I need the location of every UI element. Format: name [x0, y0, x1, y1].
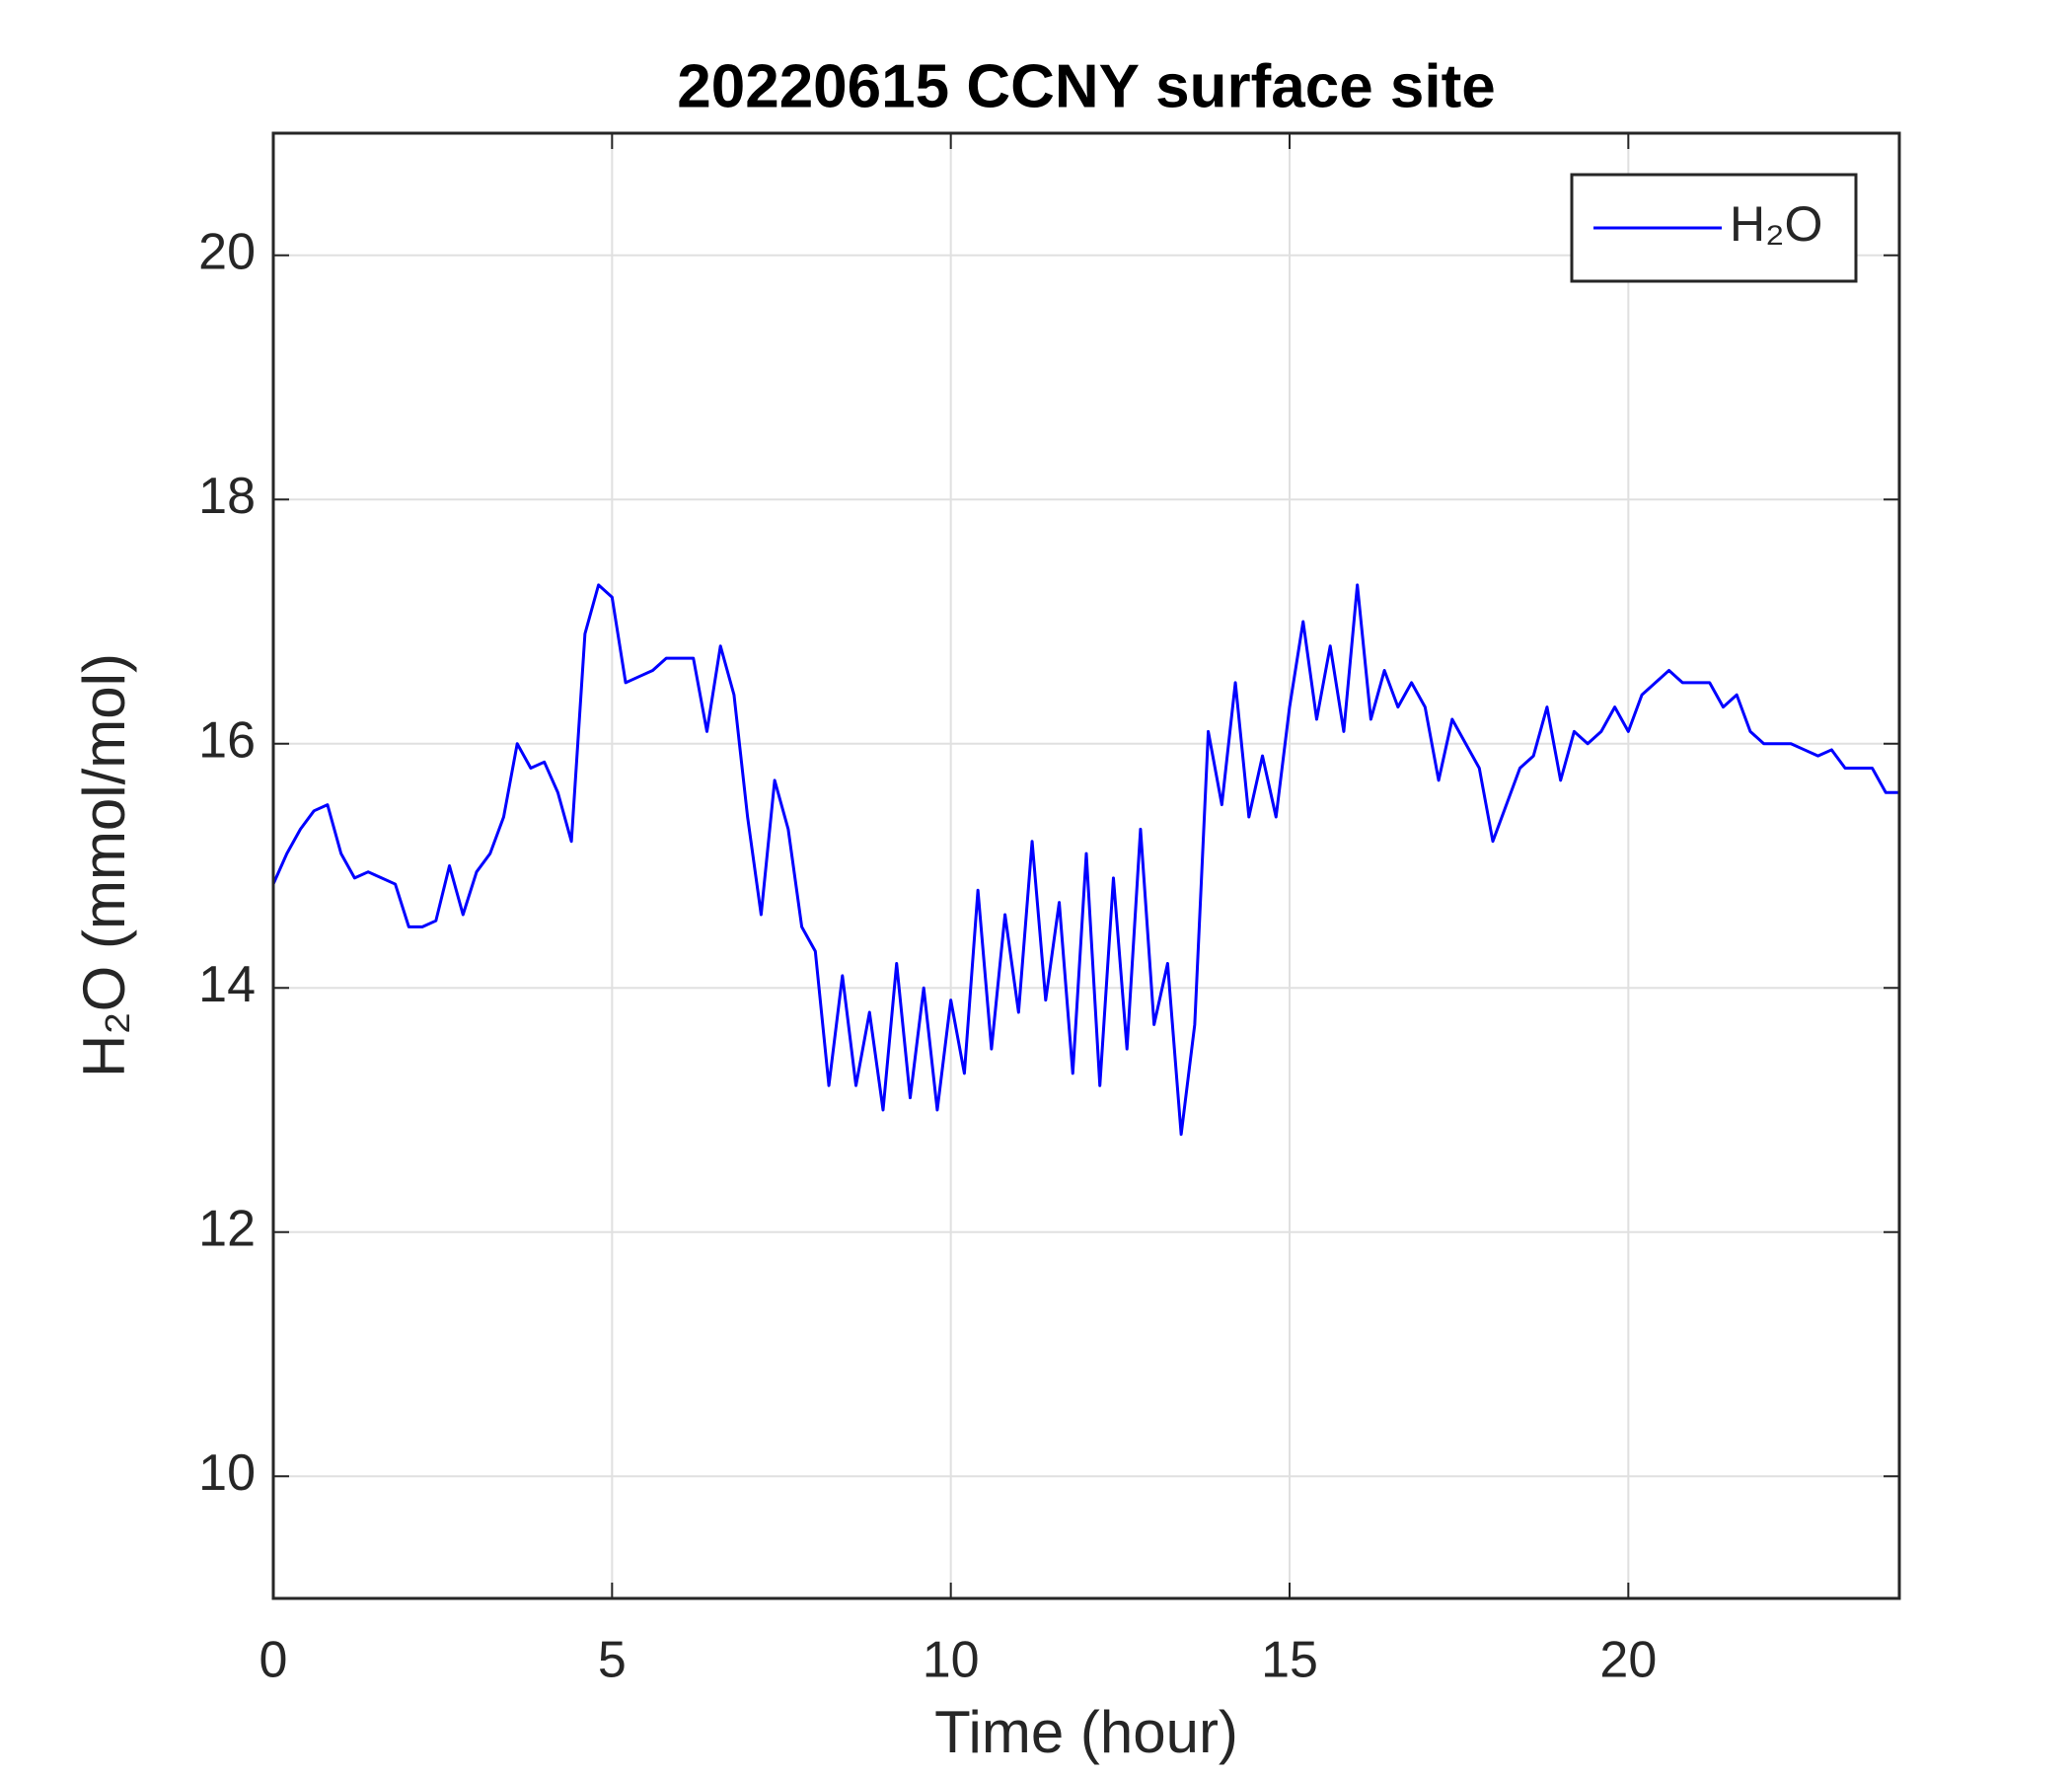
- y-axis-label: H₂O (mmol/mol): [71, 653, 137, 1077]
- x-tick-label: 15: [1261, 1632, 1318, 1689]
- x-tick-label: 5: [598, 1632, 627, 1689]
- x-axis-label: Time (hour): [934, 1699, 1238, 1765]
- y-tick-label: 18: [198, 468, 256, 525]
- y-tick-label: 16: [198, 711, 256, 769]
- x-tick-label: 10: [923, 1632, 980, 1689]
- y-tick-label: 20: [198, 223, 256, 280]
- y-tick-label: 12: [198, 1200, 256, 1257]
- x-tick-label: 0: [259, 1632, 288, 1689]
- y-tick-label: 14: [198, 956, 256, 1013]
- chart-title: 20220615 CCNY surface site: [677, 52, 1496, 120]
- y-tick-label: 10: [198, 1444, 256, 1502]
- data-line: [271, 583, 1899, 1137]
- plot-frame: [271, 131, 1901, 1600]
- legend-label: H₂O: [1730, 196, 1822, 252]
- x-tick-label: 20: [1599, 1632, 1657, 1689]
